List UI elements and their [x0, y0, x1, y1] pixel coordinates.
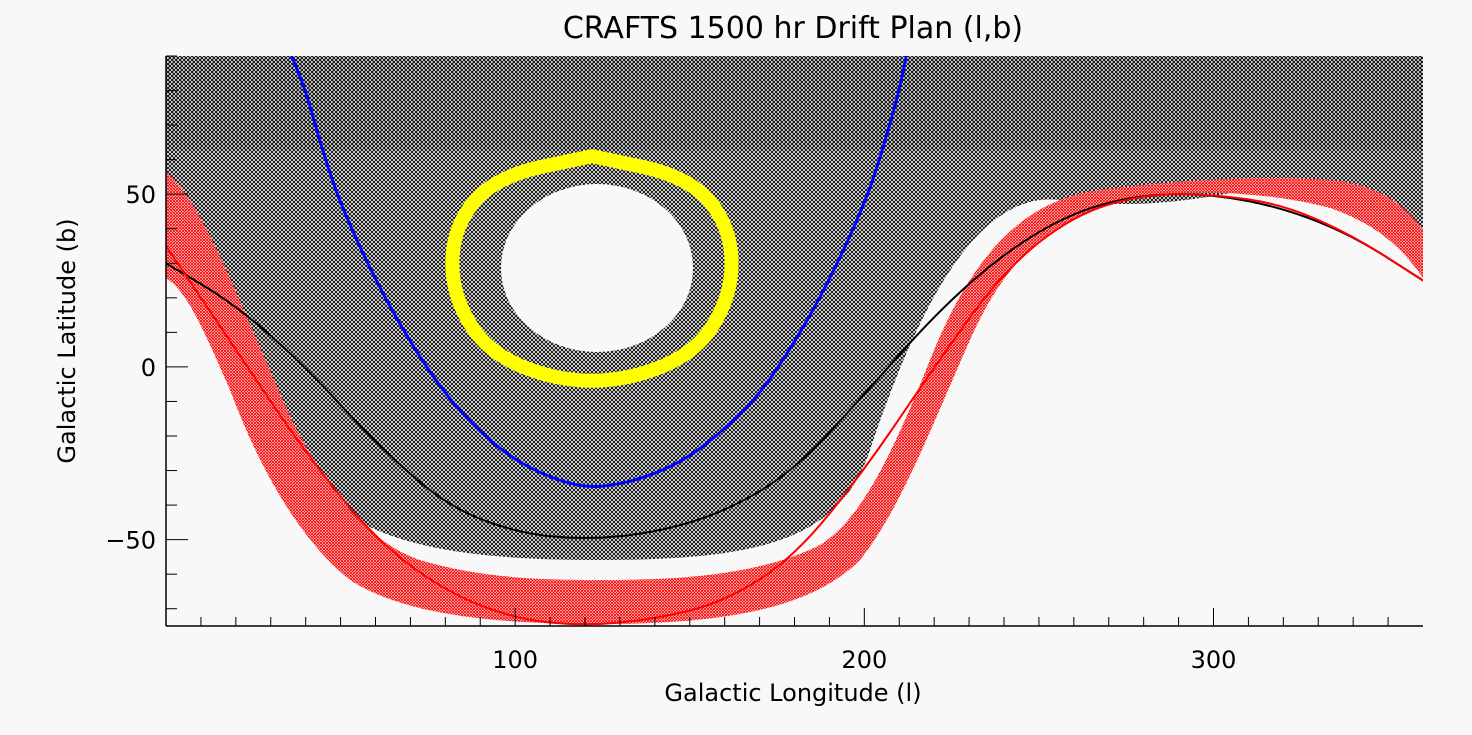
center-hole [501, 184, 693, 352]
y-axis-label: Galactic Latitude (b) [53, 218, 81, 463]
chart-title: CRAFTS 1500 hr Drift Plan (l,b) [563, 11, 1023, 46]
y-tick-label: 0 [141, 354, 156, 382]
series-line-1 [166, 193, 1423, 626]
black-vertical-texture [166, 56, 1423, 150]
coverage-region [166, 56, 1423, 560]
black-coverage-fill [166, 56, 1423, 560]
series-line-3 [445, 149, 739, 388]
x-axis-label: Galactic Longitude (l) [664, 679, 921, 707]
x-tick-label: 200 [841, 646, 887, 674]
series-line-2 [290, 56, 908, 489]
x-tick-label: 300 [1191, 646, 1237, 674]
x-tick-label: 100 [492, 646, 538, 674]
y-tick-label: −50 [105, 527, 156, 555]
y-tick-label: 50 [125, 181, 156, 209]
